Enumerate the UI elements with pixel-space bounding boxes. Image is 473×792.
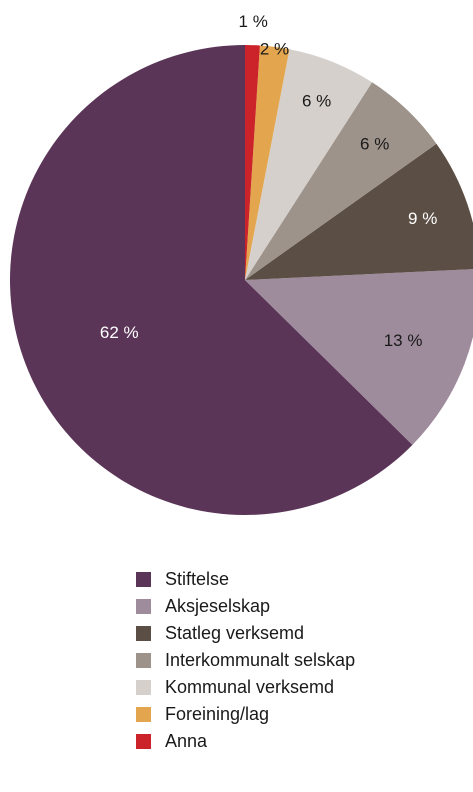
pie-slices: [10, 44, 473, 516]
legend-item-kommunal-verksemd: Kommunal verksemd: [136, 674, 355, 701]
legend-swatch: [136, 707, 151, 722]
slice-label-statleg-verksemd: 9 %: [408, 209, 437, 228]
pie-slice-statleg-verksemd: [245, 143, 473, 280]
slice-label-stiftelse: 62 %: [100, 323, 139, 342]
legend-item-interkommunalt-selskap: Interkommunalt selskap: [136, 647, 355, 674]
legend-item-statleg-verksemd: Statleg verksemd: [136, 620, 355, 647]
legend-item-foreining-lag: Foreining/lag: [136, 701, 355, 728]
pie-slice-foreining-lag: [245, 45, 290, 280]
slice-label-kommunal-verksemd: 6 %: [302, 92, 331, 111]
slice-labels: 62 % 13 % 9 % 6 % 6 % 2 % 1 %: [100, 12, 437, 350]
pie-slice-interkommunalt-selskap: [245, 82, 437, 280]
legend-swatch: [136, 626, 151, 641]
pie-chart: 62 % 13 % 9 % 6 % 6 % 2 % 1 %: [10, 12, 473, 516]
pie-slice-anna: [245, 44, 260, 280]
legend-swatch: [136, 572, 151, 587]
slice-label-aksjeselskap: 13 %: [384, 331, 423, 350]
slice-label-foreining-lag: 2 %: [260, 40, 289, 59]
legend-label: Statleg verksemd: [165, 623, 305, 643]
legend-label: Foreining/lag: [165, 704, 270, 724]
pie-slice-kommunal-verksemd: [245, 49, 373, 280]
legend-item-stiftelse: Stiftelse: [136, 566, 355, 593]
pie-slice-stiftelse: [10, 45, 413, 516]
slice-label-anna: 1 %: [239, 12, 268, 31]
legend-label: Interkommunalt selskap: [165, 650, 356, 670]
legend-label: Stiftelse: [165, 569, 230, 589]
legend: Stiftelse Aksjeselskap Statleg verksemd Int…: [136, 566, 355, 755]
legend-swatch: [136, 680, 151, 695]
legend-label: Kommunal verksemd: [165, 677, 335, 697]
legend-swatch: [136, 734, 151, 749]
legend-label: Aksjeselskap: [165, 596, 271, 616]
legend-item-aksjeselskap: Aksjeselskap: [136, 593, 355, 620]
legend-swatch: [136, 599, 151, 614]
pie-slice-aksjeselskap: [245, 269, 473, 445]
slice-label-interkommunalt-selskap: 6 %: [360, 134, 389, 153]
legend-label: Anna: [165, 731, 208, 751]
legend-swatch: [136, 653, 151, 668]
legend-item-anna: Anna: [136, 728, 355, 755]
